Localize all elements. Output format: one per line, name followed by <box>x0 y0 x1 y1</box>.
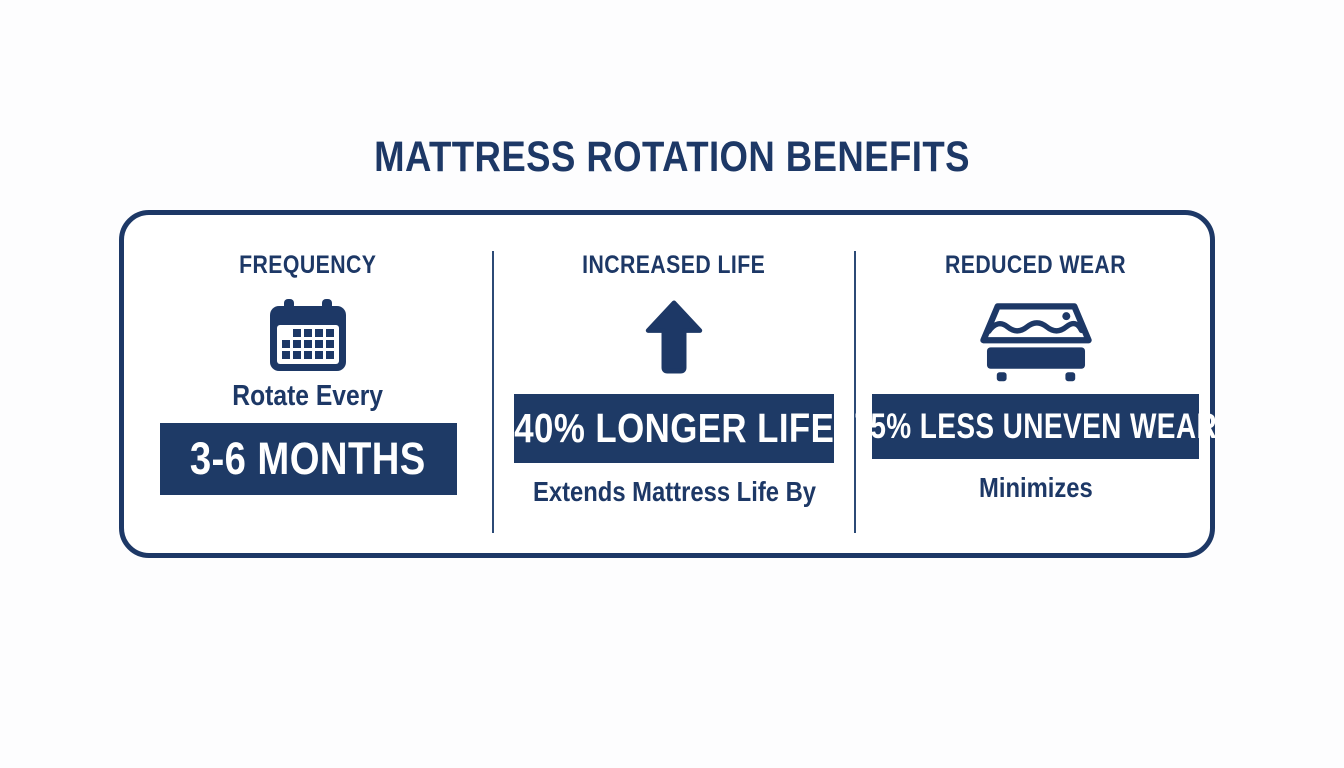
increased-life-badge: 40% LONGER LIFE <box>514 394 834 463</box>
reduced-wear-heading: REDUCED WEAR <box>944 251 1126 279</box>
frequency-badge-text: 3-6 MONTHS <box>190 433 426 484</box>
increased-life-post-label: Extends Mattress Life By <box>532 476 816 507</box>
frequency-badge: 3-6 MONTHS <box>159 423 457 495</box>
mattress-icon <box>978 302 1094 382</box>
reduced-wear-badge: 75% LESS UNEVEN WEAR <box>854 394 1216 459</box>
reduced-wear-badge-text: 75% LESS UNEVEN WEAR <box>854 406 1217 446</box>
reduced-wear-post-label: Minimizes <box>978 472 1093 503</box>
frequency-pre-label: Rotate Every <box>232 380 384 412</box>
increased-life-heading: INCREASED LIFE <box>582 251 766 279</box>
arrow-up-icon <box>645 300 703 374</box>
column-divider <box>492 251 494 533</box>
benefits-card: FREQUENCY Rotate Every 3-6 MONTHS <box>119 210 1216 558</box>
page-title: MATTRESS ROTATION BENEFITS <box>374 133 970 181</box>
column-increased-life: INCREASED LIFE 40% LONGER LIFE Extends M… <box>494 215 854 553</box>
column-divider <box>854 251 856 533</box>
frequency-heading: FREQUENCY <box>239 251 377 279</box>
column-frequency: FREQUENCY Rotate Every 3-6 MONTHS <box>124 215 492 553</box>
column-reduced-wear: REDUCED WEAR 75% LESS UNEVEN WEAR Minimi… <box>854 215 1216 553</box>
calendar-icon <box>270 298 346 372</box>
increased-life-badge-text: 40% LONGER LIFE <box>513 405 835 451</box>
